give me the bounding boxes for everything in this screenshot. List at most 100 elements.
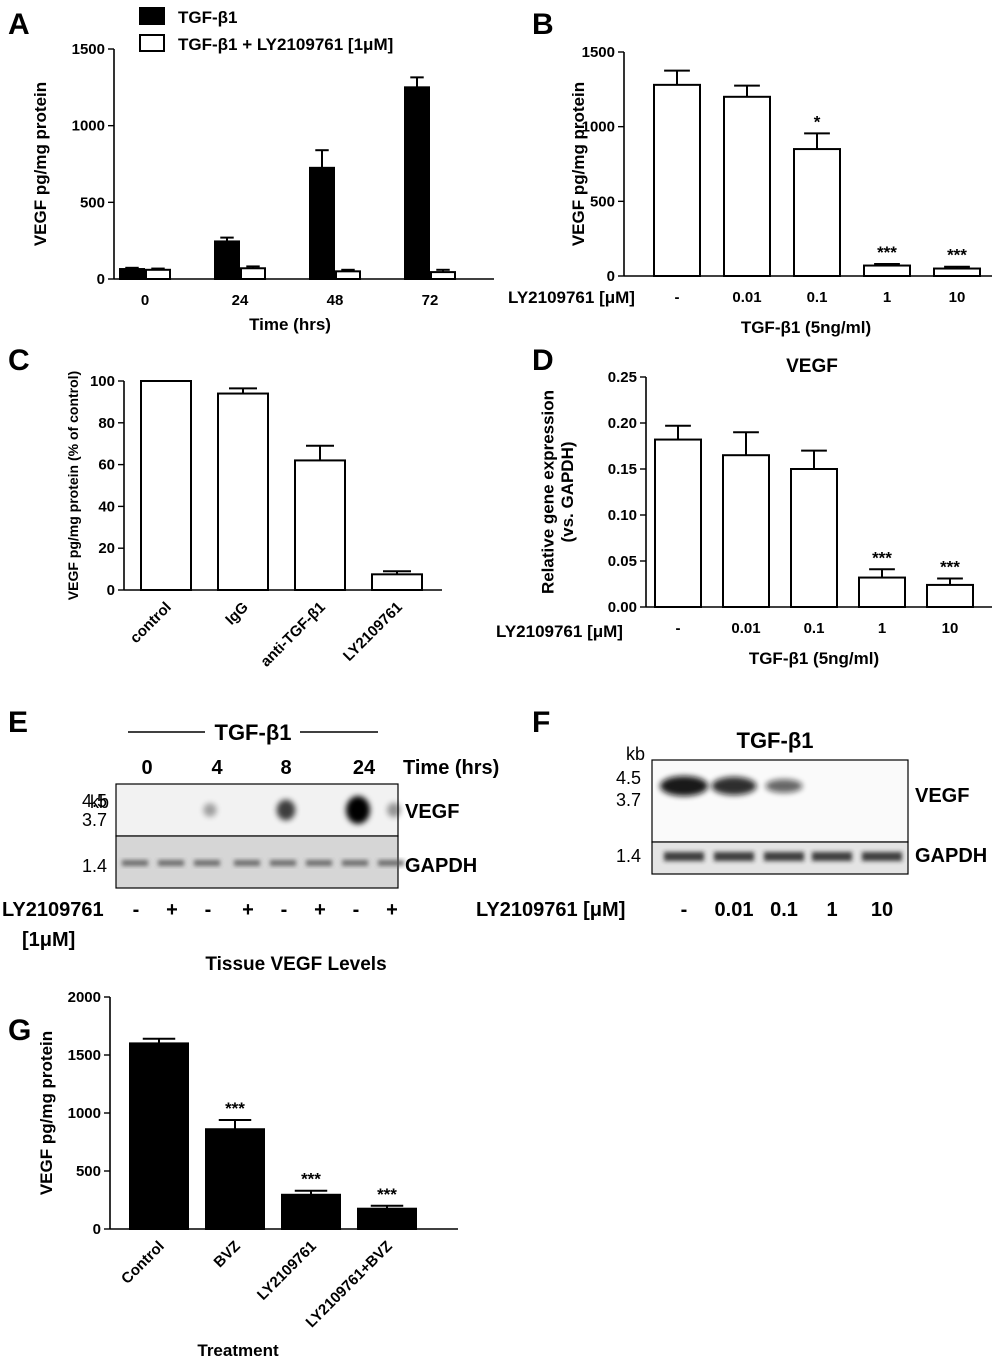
chart-a-bar (145, 268, 171, 280)
blot-e-gapdh-band (194, 860, 220, 866)
chart-d-category-label: 0.1 (804, 620, 825, 637)
blot-e-time-label: Time (hrs) (403, 757, 499, 779)
chart-d-bar (858, 576, 906, 608)
chart-b: 0 500 1000 1500 VEGF pg/mg protein - 0.01 * 0.1 *… (508, 44, 992, 337)
blot-f-kb-label: kb (626, 744, 645, 764)
chart-b-ytick-label: 1000 (582, 119, 615, 136)
blot-e-kb-label: kb (90, 792, 109, 812)
chart-b-significance: *** (947, 246, 967, 265)
chart-d-ytick-label: 0.05 (608, 553, 637, 570)
chart-c: 0 20 40 60 80 100 VEGF pg/mg protein (% of con… (65, 371, 442, 670)
chart-c-bar (217, 392, 269, 592)
chart-a-ytick-label: 0 (97, 271, 105, 288)
blot-e-vegf-band (276, 799, 296, 821)
blot-e-gapdh-band (122, 860, 148, 866)
blot-e-lane-label: + (242, 899, 254, 921)
chart-c-ytick-label: 80 (98, 415, 115, 432)
chart-b-significance: * (814, 112, 821, 131)
blot-e-lane-label: + (386, 899, 398, 921)
chart-g-ylabel: VEGF pg/mg protein (37, 1031, 56, 1195)
chart-d-xlabel: TGF-β1 (5ng/ml) (749, 649, 879, 668)
chart-g-xlabel: Treatment (197, 1341, 279, 1360)
blot-e-lane-label: - (281, 899, 288, 921)
chart-a-category-label: 24 (232, 292, 249, 309)
blot-f-vegf-band (765, 779, 803, 793)
chart-b-category-label: 0.01 (732, 289, 761, 306)
blot-e-gapdh-band (158, 860, 184, 866)
chart-b-significance: *** (877, 243, 897, 262)
chart-g-ytick-label: 2000 (68, 989, 101, 1006)
panel-label-c: C (8, 344, 30, 377)
blot-e-treatment: TGF-β1 (215, 720, 292, 745)
blot-f-marker-37: 3.7 (616, 790, 641, 810)
chart-b-bar (863, 264, 911, 277)
chart-d-category-label: 1 (878, 620, 886, 637)
chart-d-bar (654, 438, 702, 608)
chart-a-bar (240, 267, 266, 280)
blot-e-marker-14: 1.4 (82, 856, 107, 876)
blot-e-time-0: 0 (141, 757, 152, 779)
chart-d-ytick-label: 0.20 (608, 415, 637, 432)
chart-g-ytick-label: 500 (76, 1163, 101, 1180)
chart-c-bar (371, 573, 423, 592)
chart-a-ylabel: VEGF pg/mg protein (31, 82, 50, 246)
blot-e-gene-label: VEGF (405, 801, 459, 823)
chart-d-title: VEGF (786, 356, 838, 377)
blot-f-gapdh-band (812, 852, 852, 861)
chart-g-bar (129, 1042, 189, 1231)
chart-a-legend-swatch (139, 34, 165, 52)
blot-f-treatment: TGF-β1 (737, 728, 814, 753)
chart-a-bar (430, 271, 456, 281)
chart-a-category-label: 48 (327, 292, 344, 309)
chart-b-category-label: 1 (883, 289, 891, 306)
blot-e-vegf-band (203, 803, 217, 817)
chart-d: 0.00 0.05 0.10 0.15 0.20 0.25 Relative gene ex… (496, 356, 992, 668)
panel-label-d: D (532, 344, 554, 377)
chart-a-category-label: 0 (141, 292, 149, 309)
blot-e-lane-label: - (353, 899, 360, 921)
chart-c-category-label: IgG (222, 599, 252, 629)
chart-c-bar (140, 380, 192, 591)
blot-f-lane-label: 1 (826, 899, 837, 921)
blot-f-gapdh-band (664, 852, 704, 861)
blot-e-lane-label: + (314, 899, 326, 921)
chart-g-significance: *** (301, 1170, 321, 1189)
blot-f-lane-label: - (681, 899, 688, 921)
blot-f-gapdh-band (714, 852, 754, 861)
chart-a-bar (404, 86, 430, 281)
chart-b-ylabel: VEGF pg/mg protein (569, 82, 588, 246)
chart-g-category-label: LY2109761 (254, 1238, 320, 1304)
chart-g-ytick-label: 1000 (68, 1105, 101, 1122)
panel-label-f: F (532, 706, 550, 739)
chart-d-ytick-label: 0.25 (608, 369, 637, 386)
blot-e-loading-label: GAPDH (405, 855, 477, 877)
chart-d-bar (722, 454, 770, 609)
blot-f-vegf-membrane (651, 759, 909, 843)
chart-b-ytick-label: 0 (607, 268, 615, 285)
chart-d-ytick-label: 0.10 (608, 507, 637, 524)
chart-g-ytick-label: 1500 (68, 1047, 101, 1064)
chart-d-bar (926, 583, 974, 608)
chart-d-category-label: 0.01 (731, 620, 760, 637)
blot-e-lane-label: - (205, 899, 212, 921)
blot-e-time-24: 24 (353, 757, 376, 779)
panel-label-b: B (532, 8, 554, 41)
blot-e-lane-label: + (166, 899, 178, 921)
chart-g-significance: *** (377, 1185, 397, 1204)
blot-f-marker-14: 1.4 (616, 846, 641, 866)
chart-b-row-label: LY2109761 [μM] (508, 288, 635, 307)
chart-g: 0 500 1000 1500 2000 VEGF pg/mg protein Contro… (37, 954, 458, 1360)
chart-d-bar (790, 468, 838, 608)
chart-a: 0 500 1000 1500 VEGF pg/mg protein 0 24 48 72 Tim… (31, 7, 494, 334)
chart-g-ytick-label: 0 (93, 1221, 101, 1238)
blot-f-gapdh-band (862, 852, 902, 861)
chart-b-category-label: 10 (949, 289, 966, 306)
blot-e-vegf-band (387, 802, 401, 818)
blot-f-lane-label: 10 (871, 899, 893, 921)
chart-b-category-label: 0.1 (807, 289, 828, 306)
blot-f-lane-label: 0.01 (715, 899, 754, 921)
panel-label-e: E (8, 706, 28, 739)
chart-c-ytick-label: 0 (107, 582, 115, 599)
blot-e-time-4: 4 (211, 757, 223, 779)
